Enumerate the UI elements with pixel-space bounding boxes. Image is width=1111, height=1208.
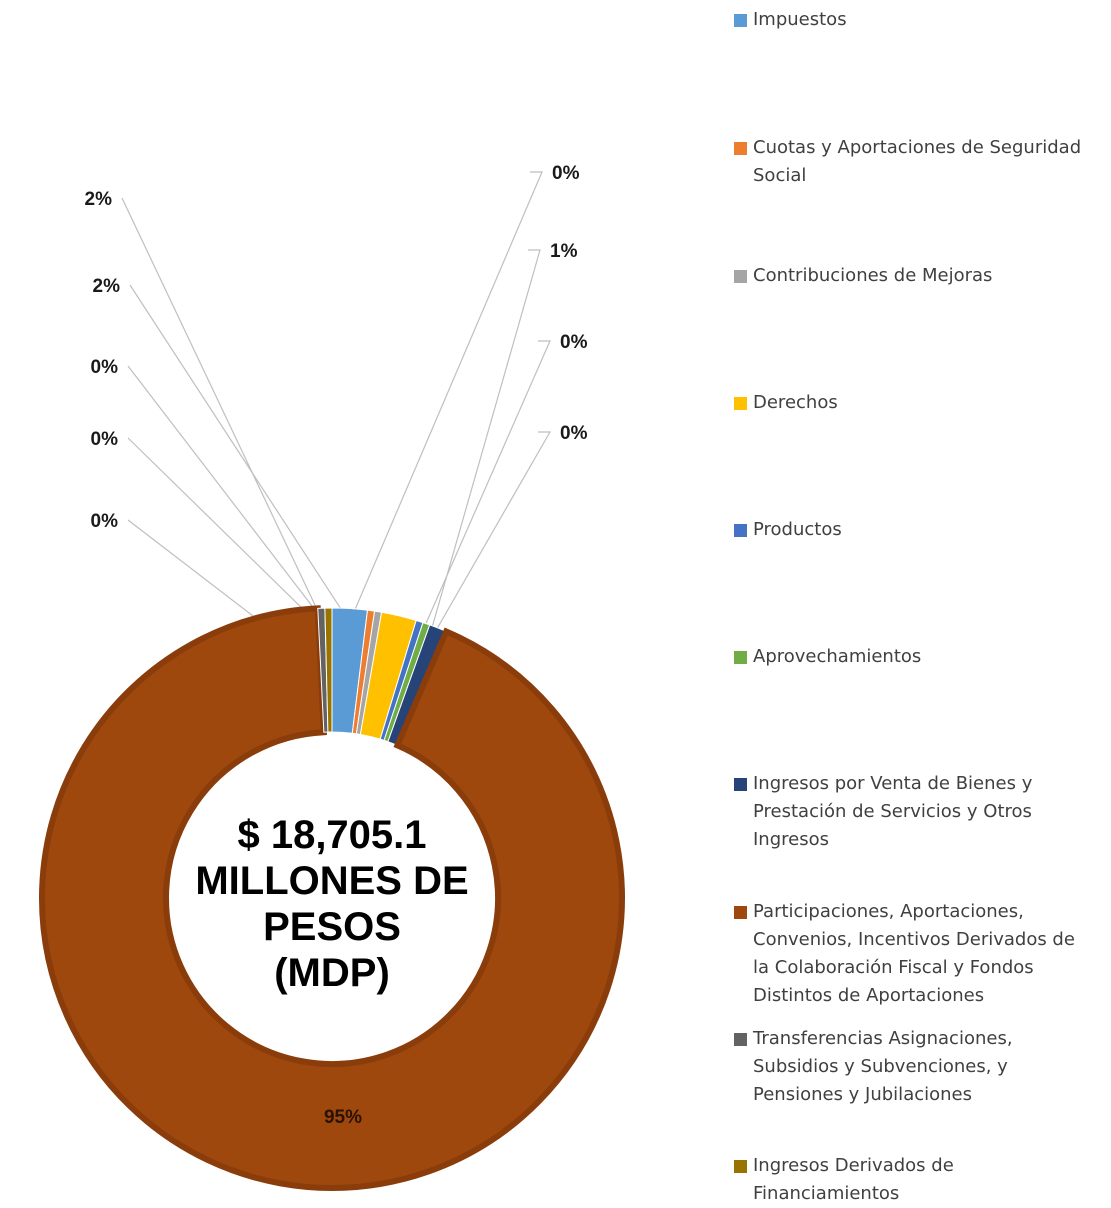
legend-label: Cuotas y Aportaciones de Seguridad Socia… — [753, 137, 1082, 186]
legend-label: Transferencias Asignaciones, Subsidios y… — [753, 1028, 1013, 1105]
legend-swatch — [734, 14, 747, 27]
legend-item-cuotas-y-aportaciones-de-seguridad-socia: Cuotas y Aportaciones de Seguridad Socia… — [734, 134, 1109, 190]
legend-swatch — [734, 778, 747, 791]
legend-item-aprovechamientos: Aprovechamientos — [734, 643, 1109, 671]
legend-item-impuestos: Impuestos — [734, 6, 1109, 34]
data-label-cuotas-y-aportaciones-de-seguridad-socia: 0% — [91, 357, 119, 378]
slice-participaciones-aportaciones-convenios-i — [39, 605, 625, 1191]
leader-line-ingresos-derivados-de-financiamientos — [328, 171, 543, 671]
legend-item-ingresos-derivados-de-financiamientos: Ingresos Derivados de Financiamientos — [734, 1152, 1109, 1208]
legend-swatch — [734, 142, 747, 155]
chart-legend: Impuestos Cuotas y Aportaciones de Seguri… — [734, 0, 1111, 1204]
legend-swatch — [734, 1160, 747, 1173]
leader-line-impuestos — [121, 197, 347, 671]
data-label-impuestos: 2% — [85, 189, 113, 210]
data-labels: 2% 0% 0% 2% 0% 0% 1% 95% 0% 0% — [85, 163, 588, 1128]
data-label-productos: 0% — [560, 332, 588, 353]
legend-label: Participaciones, Aportaciones, Convenios… — [753, 901, 1075, 1006]
center-total-line: MILLONES DE — [195, 859, 469, 903]
legend-item-derechos: Derechos — [734, 389, 1109, 417]
donut-center-total: $ 18,705.1 MILLONES DE PESOS (MDP) — [162, 812, 502, 996]
legend-label: Aprovechamientos — [753, 646, 922, 667]
legend-swatch — [734, 651, 747, 664]
data-label-derechos: 2% — [93, 276, 121, 297]
legend-label: Contribuciones de Mejoras — [753, 265, 993, 286]
data-label-aprovechamientos: 0% — [560, 423, 588, 444]
legend-item-productos: Productos — [734, 516, 1109, 544]
legend-item-contribuciones-de-mejoras: Contribuciones de Mejoras — [734, 262, 1109, 290]
legend-label: Ingresos por Venta de Bienes y Prestació… — [753, 773, 1033, 850]
donut-slices — [39, 605, 625, 1191]
data-label-ingresos-por-venta-de-bienes-y-prestacio: 1% — [550, 241, 578, 262]
slice-ingresos-derivados-de-financiamientos — [324, 607, 333, 733]
legend-swatch — [734, 1033, 747, 1046]
leader-line-productos — [400, 340, 551, 681]
legend-swatch — [734, 906, 747, 919]
leader-line-ingresos-por-venta-de-bienes-y-prestacio — [414, 249, 541, 686]
legend-swatch — [734, 397, 747, 410]
data-label-contribuciones-de-mejoras: 0% — [91, 429, 119, 450]
legend-swatch — [734, 270, 747, 283]
data-label-ingresos-derivados-de-financiamientos: 0% — [552, 163, 580, 184]
center-total-line: PESOS — [263, 905, 401, 949]
legend-label: Productos — [753, 519, 842, 540]
legend-item-participaciones-aportaciones-convenios-i: Participaciones, Aportaciones, Convenios… — [734, 898, 1109, 1010]
legend-item-ingresos-por-venta-de-bienes-y-prestacio: Ingresos por Venta de Bienes y Prestació… — [734, 770, 1109, 854]
data-label-participaciones-aportaciones-convenios-i: 95% — [324, 1107, 362, 1128]
center-total-line: (MDP) — [274, 951, 390, 995]
legend-label: Derechos — [753, 392, 838, 413]
center-total-line: $ 18,705.1 — [237, 813, 427, 857]
leader-line-aprovechamientos — [405, 431, 552, 683]
legend-label: Impuestos — [753, 9, 847, 30]
data-label-transferencias-asignaciones-subsidios-y-: 0% — [91, 511, 119, 532]
legend-swatch — [734, 524, 747, 537]
legend-item-transferencias-asignaciones-subsidios-y-: Transferencias Asignaciones, Subsidios y… — [734, 1025, 1109, 1109]
legend-label: Ingresos Derivados de Financiamientos — [753, 1155, 954, 1204]
